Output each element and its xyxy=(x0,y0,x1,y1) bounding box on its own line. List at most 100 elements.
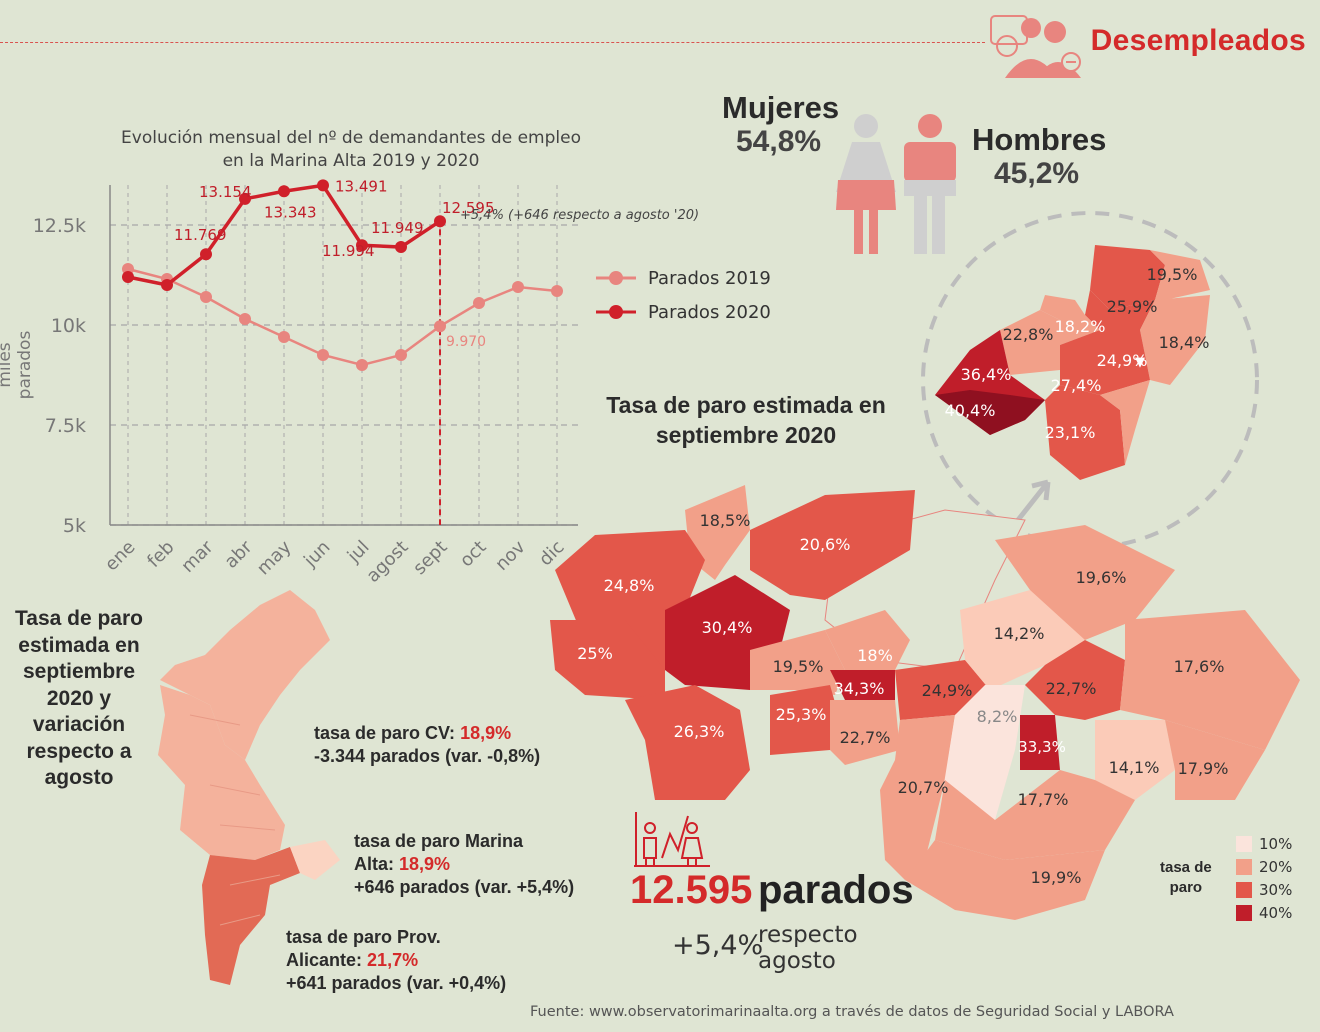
inset-rate: 18,2% xyxy=(1055,317,1106,336)
map-rate: 24,8% xyxy=(604,576,655,595)
women-pct: 54,8% xyxy=(736,125,822,158)
summary-change-label: respecto agosto xyxy=(758,922,858,974)
down-arrow-icon: ▼ xyxy=(1135,355,1145,370)
cv-title-line: agosto xyxy=(44,766,114,789)
summary-change: +5,4% xyxy=(672,930,764,961)
map-rate: 19,9% xyxy=(1031,868,1082,887)
legend-2020: Parados 2020 xyxy=(648,302,771,323)
map-area xyxy=(1095,720,1175,800)
inset-rate: 18,4% xyxy=(1159,333,1210,352)
data-label-2020: 13.343 xyxy=(264,203,317,221)
legend-2019: Parados 2019 xyxy=(648,268,771,289)
data-label-2020: 13.491 xyxy=(335,177,388,195)
cv-title-line: estimada en xyxy=(18,633,140,657)
al-value: 21,7% xyxy=(367,950,419,970)
inset-rate: 36,4% xyxy=(961,365,1012,384)
data-point-2020 xyxy=(239,192,251,205)
ma-stats-line2: Alta: 18,9% xyxy=(354,853,574,876)
cv-title-line: variación xyxy=(32,713,126,736)
series-line-2019 xyxy=(127,267,558,367)
inset-area xyxy=(1090,245,1165,310)
data-point-2019 xyxy=(200,291,212,303)
inset-area xyxy=(935,390,1045,435)
data-point-2019 xyxy=(473,297,485,309)
map-legend: 10% 20% 30% 40% xyxy=(1236,832,1292,924)
cv-title-line: septiembre xyxy=(22,660,136,683)
data-point-2020 xyxy=(356,239,368,252)
map-rate: 22,7% xyxy=(840,728,891,747)
map-title-line1: Tasa de paro estimada en xyxy=(606,392,886,418)
inset-rate: 27,4% xyxy=(1051,376,1102,395)
legend-marker-2019 xyxy=(609,271,623,285)
map-rate: 18% xyxy=(857,646,893,665)
map-area xyxy=(750,630,845,695)
map-area xyxy=(625,685,750,800)
data-point-2020 xyxy=(317,179,329,192)
map-rate: 24,9% xyxy=(922,681,973,700)
map-legend-title-line2: paro xyxy=(1169,879,1203,896)
map-area xyxy=(1120,610,1300,750)
map-rate: 18,5% xyxy=(700,511,751,530)
ma-stats: tasa de paro Marina Alta: 18,9% +646 par… xyxy=(354,830,574,899)
inset-rate: 19,5% xyxy=(1147,265,1198,284)
map-area xyxy=(1020,715,1060,770)
data-point-2019 xyxy=(239,313,251,325)
cv-title-line: respecto a xyxy=(26,739,132,763)
map-legend-label: 40% xyxy=(1259,903,1293,922)
map-area xyxy=(770,685,840,755)
chart-title-line1: Evolución mensual del nº de demandantes … xyxy=(121,128,581,148)
map-title: Tasa de paro estimada en septiembre 2020 xyxy=(586,390,906,450)
x-tick-label: abr xyxy=(221,536,257,572)
cv-value: 18,9% xyxy=(460,723,512,743)
x-tick-label: nov xyxy=(491,536,529,574)
map-rate: 19,6% xyxy=(1076,568,1127,587)
map-legend-item: 10% xyxy=(1236,832,1292,855)
women-label: Mujeres xyxy=(722,90,840,125)
valencia-area xyxy=(158,685,285,860)
data-point-2020 xyxy=(161,279,173,291)
alicante-area xyxy=(202,847,300,985)
y-tick-label: 5k xyxy=(63,515,86,537)
map-area xyxy=(880,715,955,880)
map-area xyxy=(905,840,1105,920)
al-label-line2: Alicante: xyxy=(286,950,363,970)
workers-icon xyxy=(634,812,710,867)
al-label-line1: tasa de paro Prov. xyxy=(286,927,441,947)
data-point-2019 xyxy=(512,281,524,293)
ma-label-line2: Alta: xyxy=(354,854,394,874)
map-legend-label: 10% xyxy=(1259,834,1293,853)
map-legend-item: 40% xyxy=(1236,901,1292,924)
map-legend-item: 30% xyxy=(1236,878,1292,901)
map-rate: 14,2% xyxy=(994,624,1045,643)
chart-title-line2: en la Marina Alta 2019 y 2020 xyxy=(222,151,480,171)
map-area xyxy=(830,670,895,700)
inset-rate: 23,1% xyxy=(1045,423,1096,442)
ma-sub: +646 parados (var. +5,4%) xyxy=(354,877,575,897)
al-stats-line2: Alicante: 21,7% xyxy=(286,949,506,972)
inset-area xyxy=(1045,385,1125,480)
map-rate: 20,6% xyxy=(800,535,851,554)
map-rate: 33,3% xyxy=(1018,738,1066,756)
data-point-2019 xyxy=(356,359,368,371)
y-tick-label: 12.5k xyxy=(33,215,86,237)
x-tick-label: agost xyxy=(362,537,412,587)
cv-panel-title: Tasa de paro estimada en septiembre 2020… xyxy=(8,606,150,792)
men-pct: 45,2% xyxy=(994,157,1080,190)
data-label-2019-sept: 9.970 xyxy=(446,334,486,350)
map-area xyxy=(995,525,1175,640)
inset-circle xyxy=(921,211,1259,549)
x-tick-label: jun xyxy=(299,537,334,572)
al-stats: tasa de paro Prov. Alicante: 21,7% +641 … xyxy=(286,926,506,995)
men-label: Hombres xyxy=(972,122,1107,157)
map-legend-label: 20% xyxy=(1259,857,1293,876)
al-sub: +641 parados (var. +0,4%) xyxy=(286,973,507,993)
comarca-borders xyxy=(189,714,281,926)
header-divider xyxy=(0,42,985,43)
map-title-line2: septiembre 2020 xyxy=(655,422,837,448)
chart-title: Evolución mensual del nº de demandantes … xyxy=(96,127,606,173)
inset-area xyxy=(1150,250,1210,300)
map-area xyxy=(935,770,1135,860)
x-tick-label: oct xyxy=(456,537,491,572)
map-rate: 17,9% xyxy=(1178,759,1229,778)
